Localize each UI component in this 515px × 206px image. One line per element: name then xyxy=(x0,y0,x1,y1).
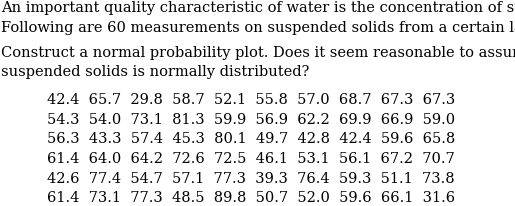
Text: 61.4  73.1  77.3  48.5  89.8  50.7  52.0  59.6  66.1  31.6: 61.4 73.1 77.3 48.5 89.8 50.7 52.0 59.6 … xyxy=(47,191,455,205)
Text: 42.4  65.7  29.8  58.7  52.1  55.8  57.0  68.7  67.3  67.3: 42.4 65.7 29.8 58.7 52.1 55.8 57.0 68.7 … xyxy=(47,93,456,107)
Text: Following are 60 measurements on suspended solids from a certain lake.: Following are 60 measurements on suspend… xyxy=(2,21,515,35)
Text: 56.3  43.3  57.4  45.3  80.1  49.7  42.8  42.4  59.6  65.8: 56.3 43.3 57.4 45.3 80.1 49.7 42.8 42.4 … xyxy=(47,132,456,146)
Text: An important quality characteristic of water is the concentration of suspended s: An important quality characteristic of w… xyxy=(2,1,515,15)
Text: Construct a normal probability plot. Does it seem reasonable to assume that the : Construct a normal probability plot. Doe… xyxy=(2,46,515,60)
Text: suspended solids is normally distributed?: suspended solids is normally distributed… xyxy=(2,65,310,79)
Text: 61.4  64.0  64.2  72.6  72.5  46.1  53.1  56.1  67.2  70.7: 61.4 64.0 64.2 72.6 72.5 46.1 53.1 56.1 … xyxy=(47,152,455,166)
Text: 54.3  54.0  73.1  81.3  59.9  56.9  62.2  69.9  66.9  59.0: 54.3 54.0 73.1 81.3 59.9 56.9 62.2 69.9 … xyxy=(47,113,455,127)
Text: 42.6  77.4  54.7  57.1  77.3  39.3  76.4  59.3  51.1  73.8: 42.6 77.4 54.7 57.1 77.3 39.3 76.4 59.3 … xyxy=(47,172,455,186)
